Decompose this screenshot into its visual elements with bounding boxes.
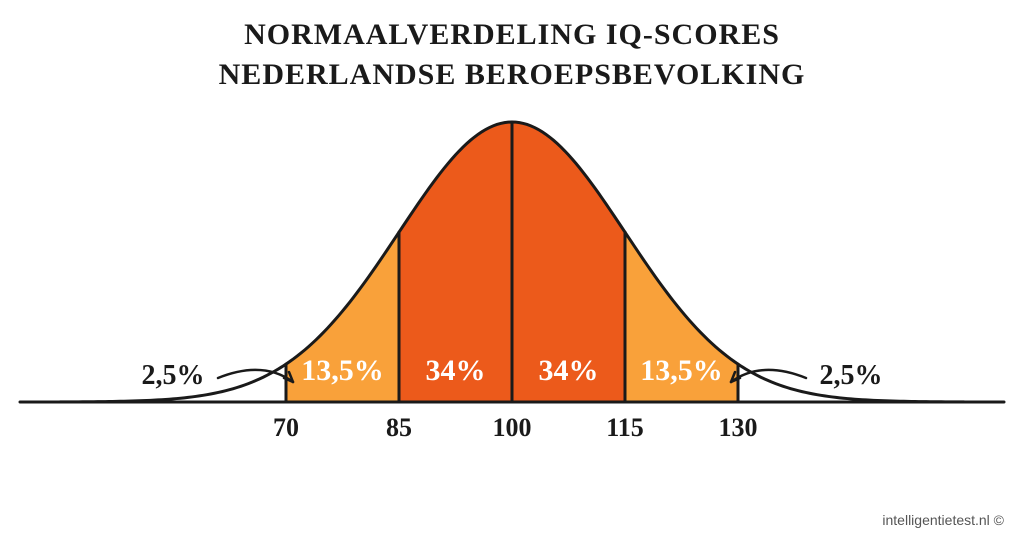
- percentage-label: 34%: [426, 354, 486, 387]
- x-tick-label: 115: [606, 413, 644, 442]
- percentage-label: 34%: [539, 354, 599, 387]
- x-tick-label: 100: [493, 413, 532, 442]
- title-line-2: NEDERLANDSE BEROEPSBEVOLKING: [0, 58, 1024, 92]
- x-tick-label: 130: [719, 413, 758, 442]
- percentage-label: 13,5%: [640, 354, 723, 387]
- x-tick-label: 70: [273, 413, 299, 442]
- attribution-text: intelligentietest.nl ©: [882, 512, 1004, 528]
- percentage-label: 2,5%: [820, 360, 883, 391]
- percentage-label: 2,5%: [142, 360, 205, 391]
- title-line-1: NORMAALVERDELING IQ-SCORES: [0, 18, 1024, 52]
- bell-curve-svg: 2,5% 13,5% 34% 34% 13,5% 2,5% 70 85 100 115 130: [0, 92, 1024, 492]
- x-tick-label: 85: [386, 413, 412, 442]
- title-block: NORMAALVERDELING IQ-SCORES NEDERLANDSE B…: [0, 0, 1024, 92]
- percentage-label: 13,5%: [301, 354, 384, 387]
- bell-curve-chart: 2,5% 13,5% 34% 34% 13,5% 2,5% 70 85 100 115 130: [0, 92, 1024, 492]
